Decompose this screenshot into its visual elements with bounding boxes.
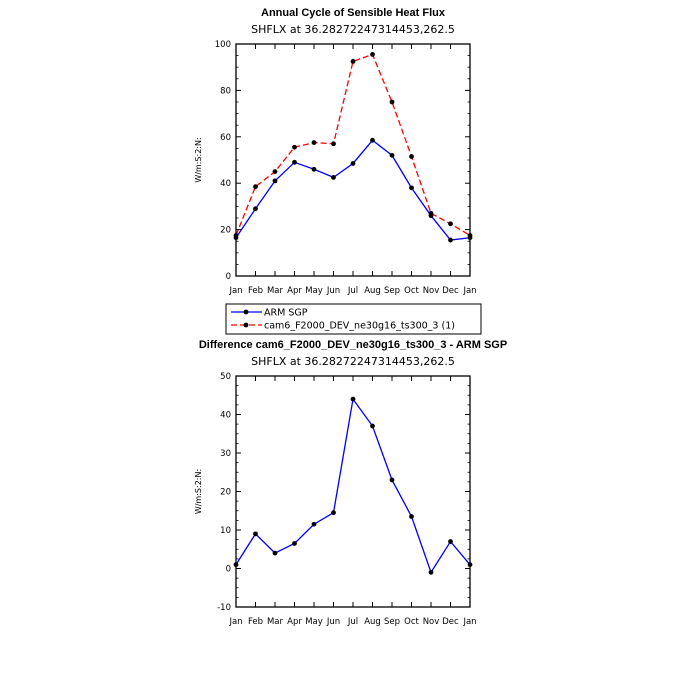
series-line: [235, 53, 471, 236]
y-tick-label: 80: [220, 86, 231, 96]
data-point: [467, 562, 473, 568]
y-tick-label: 100: [215, 40, 231, 50]
x-tick-label: Apr: [287, 286, 302, 296]
y-tick-label: 60: [220, 133, 231, 143]
y-tick-label: 40: [220, 179, 231, 189]
x-tick-label: Jun: [326, 617, 340, 627]
y-tick-label: 10: [220, 526, 231, 536]
x-tick-label: Aug: [364, 286, 381, 296]
data-point: [409, 185, 414, 191]
y-tick-label: 0: [226, 272, 231, 282]
x-tick-label: Nov: [423, 617, 440, 627]
data-point: [233, 562, 239, 568]
data-point: [389, 99, 395, 105]
x-tick-label: Feb: [248, 286, 263, 296]
x-tick-label: Dec: [442, 286, 459, 296]
series-line: [235, 397, 471, 574]
legend-marker: [243, 322, 249, 328]
data-point: [331, 175, 336, 180]
chart-title: Difference cam6_F2000_DEV_ne30g16_ts300_…: [199, 339, 507, 351]
data-point: [370, 137, 375, 143]
y-tick-label: 50: [220, 372, 231, 382]
data-point: [467, 233, 473, 238]
legend-label: ARM SGP: [264, 308, 308, 319]
legend-box: [225, 303, 482, 335]
x-tick-label: Apr: [287, 617, 302, 627]
x-tick-label: Dec: [442, 617, 459, 627]
data-point: [272, 169, 278, 175]
data-point: [389, 477, 395, 483]
data-point: [233, 233, 239, 238]
plot-frame: [235, 375, 471, 608]
x-tick-label: Jan: [462, 286, 476, 296]
data-point: [350, 396, 356, 402]
y-tick-label: 20: [220, 488, 231, 498]
x-tick-label: Aug: [364, 617, 381, 627]
data-point: [292, 541, 297, 546]
data-point: [428, 210, 434, 216]
data-point: [331, 141, 336, 147]
x-tick-label: Feb: [248, 617, 263, 627]
x-tick-label: May: [305, 617, 323, 627]
data-point: [292, 159, 297, 165]
y-tick-label: 30: [220, 449, 231, 459]
data-point: [350, 59, 356, 64]
data-point: [370, 423, 375, 429]
chart-difference: Difference cam6_F2000_DEV_ne30g16_ts300_…: [194, 339, 507, 627]
data-point: [331, 510, 336, 516]
data-point: [448, 539, 453, 544]
data-point: [272, 550, 278, 556]
data-point: [389, 152, 395, 158]
y-tick-label: 40: [220, 411, 231, 421]
data-point: [448, 237, 453, 243]
data-point: [409, 514, 414, 519]
x-tick-label: Jul: [347, 617, 358, 627]
chart-title: Annual Cycle of Sensible Heat Flux: [261, 7, 446, 19]
x-tick-label: Oct: [404, 617, 419, 627]
data-point: [292, 144, 297, 150]
x-tick-label: Jun: [326, 286, 340, 296]
data-point: [350, 161, 356, 166]
x-tick-label: Mar: [267, 617, 284, 627]
y-axis-label: W/m:S:2:N:: [194, 469, 203, 514]
legend-label: cam6_F2000_DEV_ne30g16_ts300_3 (1): [264, 321, 455, 332]
data-point: [311, 166, 317, 172]
x-tick-label: May: [305, 286, 323, 296]
x-tick-label: Nov: [423, 286, 440, 296]
x-tick-label: Sep: [384, 286, 400, 296]
x-tick-label: Jan: [228, 617, 242, 627]
y-tick-label: -10: [217, 603, 231, 613]
data-point: [448, 221, 453, 227]
chart-annual-cycle: Annual Cycle of Sensible Heat Flux SHFLX …: [194, 7, 482, 335]
chart-subtitle: SHFLX at 36.28272247314453,262.5: [251, 355, 455, 368]
y-tick-label: 0: [226, 565, 231, 575]
data-point: [428, 569, 434, 575]
data-point: [311, 140, 317, 146]
x-tick-label: Jan: [228, 286, 242, 296]
series-line: [235, 139, 471, 241]
x-tick-label: Jul: [347, 286, 358, 296]
x-tick-label: Mar: [267, 286, 284, 296]
legend-marker: [243, 309, 249, 315]
x-tick-label: Oct: [404, 286, 419, 296]
data-point: [272, 178, 278, 184]
y-axis-label: W/m:S:2:N:: [194, 137, 203, 182]
data-point: [409, 154, 414, 159]
x-tick-label: Sep: [384, 617, 400, 627]
data-point: [370, 52, 375, 57]
chart-subtitle: SHFLX at 36.28272247314453,262.5: [251, 23, 455, 36]
x-tick-label: Jan: [462, 617, 476, 627]
plot-frame: [235, 43, 471, 277]
data-point: [311, 521, 317, 527]
data-point: [253, 206, 258, 212]
data-point: [253, 531, 258, 537]
y-tick-label: 20: [220, 226, 231, 236]
data-point: [253, 184, 258, 190]
